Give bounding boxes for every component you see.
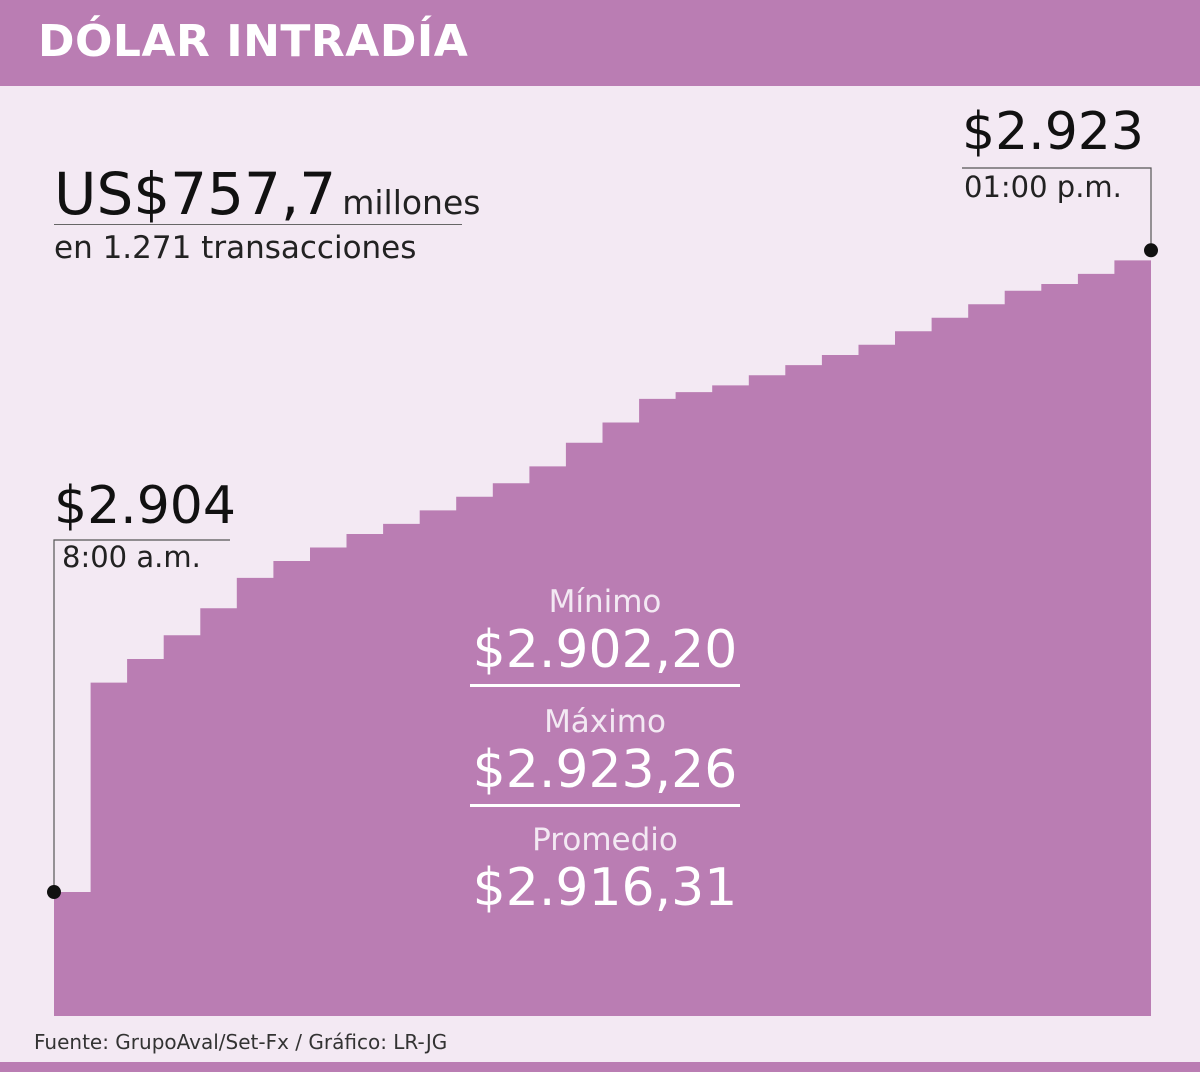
chart-title: DÓLAR INTRADÍA xyxy=(38,16,469,67)
open-leader-line xyxy=(53,539,230,893)
open-time-label: 8:00 a.m. xyxy=(62,540,201,574)
volume-underline xyxy=(54,224,462,225)
stat-average-value: $2.916,31 xyxy=(472,858,738,918)
source-credit: Fuente: GrupoAval/Set-Fx / Gráfico: LR-J… xyxy=(34,1030,448,1054)
stat-maximum-rule xyxy=(470,804,740,807)
volume-value: US$757,7 xyxy=(54,160,337,228)
close-price-label: $2.923 xyxy=(962,102,1144,162)
open-point-marker xyxy=(47,885,61,900)
price-area xyxy=(54,250,1151,1017)
stat-maximum-value: $2.923,26 xyxy=(472,740,738,800)
stat-average: Promedio $2.916,31 xyxy=(470,822,740,918)
footer-bar xyxy=(0,1062,1200,1072)
close-point-marker xyxy=(1144,243,1158,258)
header-bar: DÓLAR INTRADÍA xyxy=(0,0,1200,86)
stat-average-label: Promedio xyxy=(532,822,678,858)
stat-minimum-rule xyxy=(470,684,740,687)
stat-minimum-value: $2.902,20 xyxy=(472,620,738,680)
stat-minimum-label: Mínimo xyxy=(548,584,662,620)
open-price-label: $2.904 xyxy=(54,476,236,536)
stat-minimum: Mínimo $2.902,20 xyxy=(470,584,740,687)
volume-unit: millones xyxy=(342,183,481,222)
stat-maximum-label: Máximo xyxy=(544,704,666,740)
volume-amount: US$757,7 millones xyxy=(54,160,480,228)
close-time-label: 01:00 p.m. xyxy=(964,170,1122,204)
stat-maximum: Máximo $2.923,26 xyxy=(470,704,740,807)
transactions-count: en 1.271 transacciones xyxy=(54,230,417,266)
close-leader-line xyxy=(962,167,1152,251)
